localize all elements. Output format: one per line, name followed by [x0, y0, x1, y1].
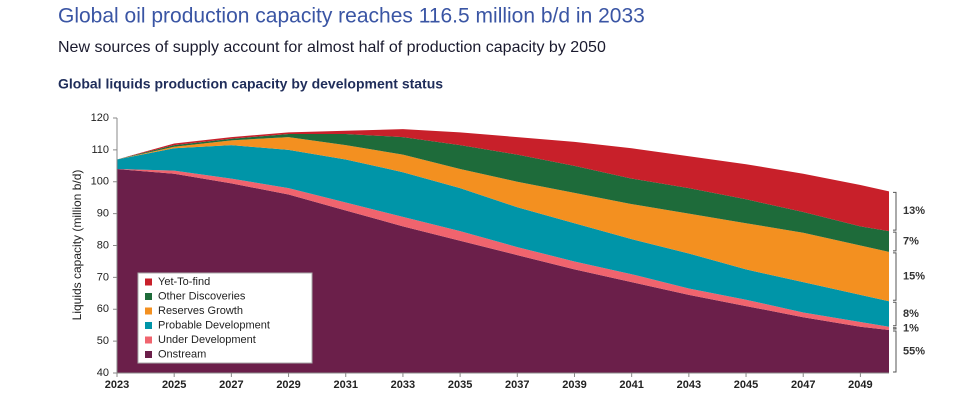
x-tick-label: 2043 [677, 379, 701, 391]
legend-label: Reserves Growth [158, 305, 243, 317]
bracket [893, 327, 897, 330]
legend-swatch [145, 322, 152, 329]
legend-swatch [145, 278, 152, 286]
headline: Global oil production capacity reaches 1… [58, 5, 645, 28]
x-tick-label: 2033 [391, 379, 415, 391]
share-label: 7% [903, 235, 919, 247]
legend-swatch [145, 351, 152, 358]
legend-box [137, 272, 313, 364]
y-tick-label: 80 [97, 239, 109, 251]
bracket [893, 252, 897, 301]
x-tick-label: 2031 [333, 379, 357, 391]
share-label: 13% [903, 205, 925, 217]
legend-label: Onstream [158, 348, 206, 360]
legend-label: Probable Development [158, 319, 270, 331]
y-tick-label: 60 [97, 303, 109, 315]
x-tick-label: 2041 [619, 379, 643, 391]
share-label: 55% [903, 345, 925, 357]
y-tick-label: 90 [97, 208, 109, 220]
y-tick-label: 70 [97, 271, 109, 283]
area [117, 129, 889, 232]
legend-swatch [145, 336, 152, 344]
y-tick-label: 110 [91, 144, 109, 156]
x-tick-label: 2039 [562, 379, 586, 391]
bracket [893, 301, 897, 327]
y-tick-label: 50 [97, 335, 109, 347]
x-tick-label: 2025 [162, 379, 186, 391]
x-tick-label: 2027 [219, 379, 243, 391]
legend-label: Yet-To-find [158, 276, 210, 288]
area [117, 169, 889, 330]
legend-swatch [145, 293, 152, 300]
subtitle: New sources of supply account for almost… [58, 39, 606, 56]
share-label: 8% [903, 308, 919, 320]
share-label: 1% [903, 322, 919, 334]
legend-label: Under Development [158, 334, 256, 346]
chart-title: Global liquids production capacity by de… [58, 76, 443, 92]
y-tick-label: 40 [97, 367, 109, 379]
area [117, 145, 889, 327]
legend-label: Other Discoveries [158, 290, 246, 302]
x-tick-label: 2049 [848, 379, 872, 391]
y-tick-label: 100 [91, 176, 109, 188]
x-tick-label: 2029 [276, 379, 300, 391]
area [117, 133, 889, 252]
x-tick-label: 2047 [791, 379, 815, 391]
x-tick-label: 2023 [105, 379, 129, 391]
legend-swatch [145, 307, 152, 315]
bracket [893, 231, 897, 252]
bracket [893, 330, 897, 373]
x-tick-label: 2045 [734, 379, 758, 391]
y-tick-label: 120 [91, 112, 109, 124]
x-tick-label: 2035 [448, 379, 472, 391]
share-label: 15% [903, 270, 925, 282]
bracket [893, 191, 897, 231]
x-tick-label: 2037 [505, 379, 529, 391]
y-axis-label: Liquids capacity (million b/d) [70, 170, 84, 321]
